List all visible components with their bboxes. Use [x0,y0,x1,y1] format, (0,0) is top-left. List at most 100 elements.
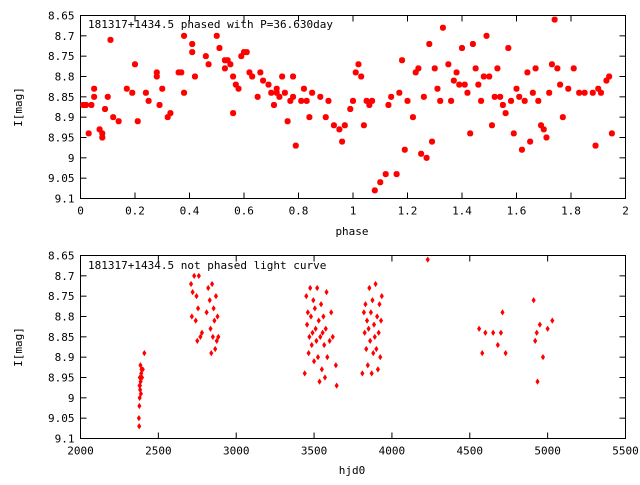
unphased-data-point [495,341,500,349]
unphased-data-point [310,329,315,336]
phased-data-point [597,89,604,96]
unphased-data-point [363,301,368,308]
unphased-y-tick-label: 9 [68,392,75,405]
phased-data-point [347,106,354,113]
phased-data-point [123,85,130,92]
unphased-data-point [305,309,310,316]
unphased-x-tick-label: 3000 [223,445,250,458]
phased-data-point [145,97,152,104]
unphased-data-point [477,325,482,332]
phased-data-point [540,126,547,133]
phased-y-tick-label: 8.7 [55,30,75,43]
unphased-data-point [378,354,383,361]
unphased-data-point [312,305,317,312]
unphased-data-point [333,362,338,369]
unphased-y-tick-label: 8.95 [48,372,75,385]
unphased-data-point [211,305,216,312]
phased-data-point [592,142,599,149]
phased-x-tick-label: 0.2 [125,205,145,218]
unphased-data-point [368,309,373,316]
phased-data-point [292,142,299,149]
phased-data-point [475,81,482,88]
unphased-data-point [213,345,218,353]
unphased-data-point [138,390,143,397]
unphased-data-point [190,288,195,296]
unphased-data-point [315,354,321,361]
unphased-data-point [212,317,217,324]
unphased-panel: 8.65 8.7 8.75 8.8 8.85 8.9 8.95 9 9.05 9.1 2000 25… [12,250,639,478]
phased-y-tick-label: 8.9 [55,111,75,124]
phased-data-point [96,126,103,133]
unphased-data-point [304,293,309,300]
phased-data-point [360,122,367,129]
unphased-data-point [360,370,365,377]
phased-data-point [257,69,264,76]
phased-data-point [453,69,460,76]
phased-data-point [431,65,438,72]
phased-y-tick-label: 8.8 [55,71,75,84]
unphased-data-point [372,333,377,340]
phased-data-point [224,57,231,64]
phased-data-point [238,53,245,60]
unphased-y-tick-label: 9.05 [48,412,75,425]
phased-data-point [548,61,555,68]
phased-data-point [467,130,474,137]
unphased-data-point [376,329,381,336]
phased-data-point [529,89,536,96]
phased-data-point [115,118,122,125]
phased-data-point [129,89,136,96]
unphased-data-point [540,354,546,361]
unphased-data-point [500,309,505,316]
unphased-y-tick-label: 8.65 [48,250,75,263]
phased-data-point [557,81,564,88]
phased-data-point [409,114,416,121]
unphased-data-point [137,394,142,401]
unphased-data-point [378,317,384,324]
unphased-data-point [550,317,555,324]
phased-data-point [221,65,228,72]
phased-data-point [576,89,583,96]
phased-x-tick-label: 1.8 [561,205,581,218]
phased-data-point [429,138,436,145]
phased-data-point [102,106,109,113]
phased-data-point [243,49,250,56]
phased-data-point [355,61,362,68]
unphased-y-tick-label: 8.85 [48,331,75,344]
phased-data-points [80,16,615,194]
phased-data-point [142,89,149,96]
phased-data-point [298,97,305,104]
phased-data-point [91,93,98,100]
unphased-data-point [361,309,366,316]
phased-data-point [543,134,550,141]
phased-data-point [153,69,160,76]
phased-data-point [213,32,220,39]
unphased-y-axis-label: I[mag] [12,327,25,367]
phased-data-point [104,93,111,100]
unphased-data-point [307,333,312,340]
phased-data-point [181,32,188,39]
phased-x-ticks: 0 0.2 0.4 0.6 0.8 1 1.2 1.4 1.6 1.8 2 [77,15,629,218]
unphased-data-point [365,362,370,369]
phased-data-point [595,85,602,92]
phased-data-point [99,134,106,141]
phased-y-tick-label: 9.1 [55,193,75,206]
unphased-y-tick-label: 8.8 [55,311,75,324]
unphased-data-point [302,370,307,377]
phased-data-point [132,61,138,68]
unphased-data-point [371,349,376,357]
phased-data-point [230,110,237,117]
phased-data-point [322,114,329,121]
phased-data-point [538,122,545,129]
unphased-data-point [304,321,310,328]
phased-data-point [303,97,310,104]
phased-y-tick-label: 8.75 [48,50,75,63]
phased-data-point [404,97,411,104]
phased-data-point [273,89,280,96]
phased-data-point [181,89,188,96]
unphased-data-point [137,423,142,430]
unphased-data-point [138,378,143,385]
unphased-data-point [537,321,542,328]
unphased-data-point [327,337,332,345]
unphased-plot-frame [80,255,626,439]
phased-data-point [369,97,376,104]
